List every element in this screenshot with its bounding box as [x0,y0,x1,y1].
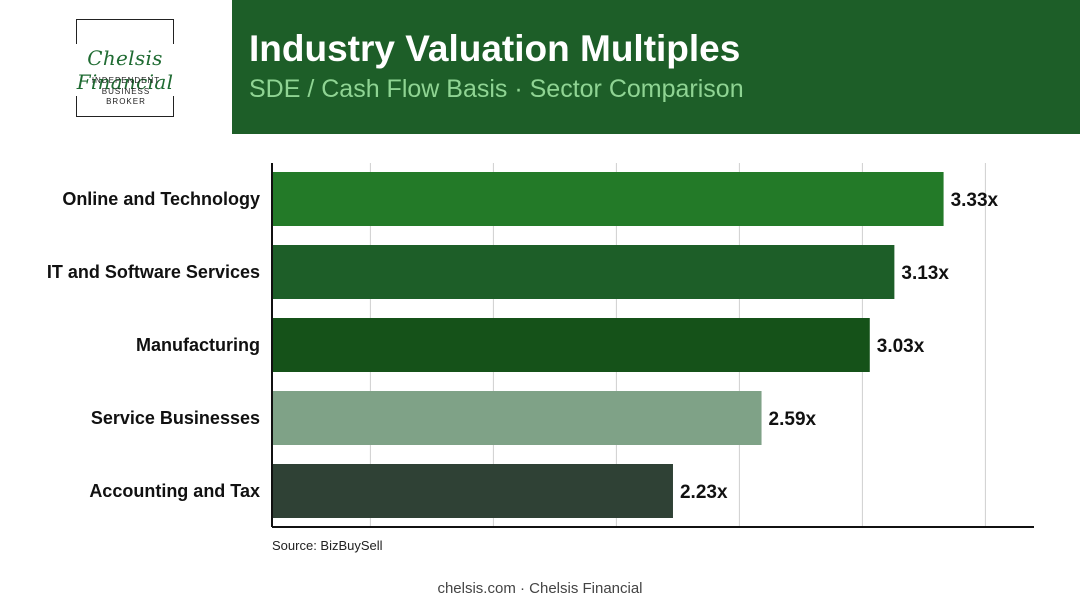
bar [272,318,870,372]
bar [272,245,895,299]
category-label: Manufacturing [136,335,260,355]
logo-name: Chelsis Financial [40,44,210,96]
data-label: 2.23x [680,482,728,503]
bar [272,391,762,445]
bar [272,172,944,226]
logo-tagline: INDEPENDENT BUSINESS BROKER [91,76,161,106]
chart-title: Industry Valuation Multiples [249,28,741,69]
category-label: IT and Software Services [47,262,260,282]
footer: chelsis.com · Chelsis Financial [437,580,643,597]
category-label: Accounting and Tax [89,481,260,501]
category-label: Online and Technology [62,189,260,209]
data-label: 2.59x [769,409,817,430]
data-label: 3.13x [901,263,949,284]
bar [272,464,673,518]
source-note: Source: BizBuySell [272,538,383,553]
chart-subtitle: SDE / Cash Flow Basis · Sector Compariso… [249,75,744,103]
header-banner: Industry Valuation Multiples SDE / Cash … [232,0,1080,134]
data-label: 3.03x [877,336,925,357]
data-label: 3.33x [951,190,999,211]
logo: Chelsis Financial INDEPENDENT BUSINESS B… [0,0,232,134]
bar-chart: Online and Technology 3.33x IT and Softwar… [47,163,1034,528]
category-label: Service Businesses [91,408,260,428]
